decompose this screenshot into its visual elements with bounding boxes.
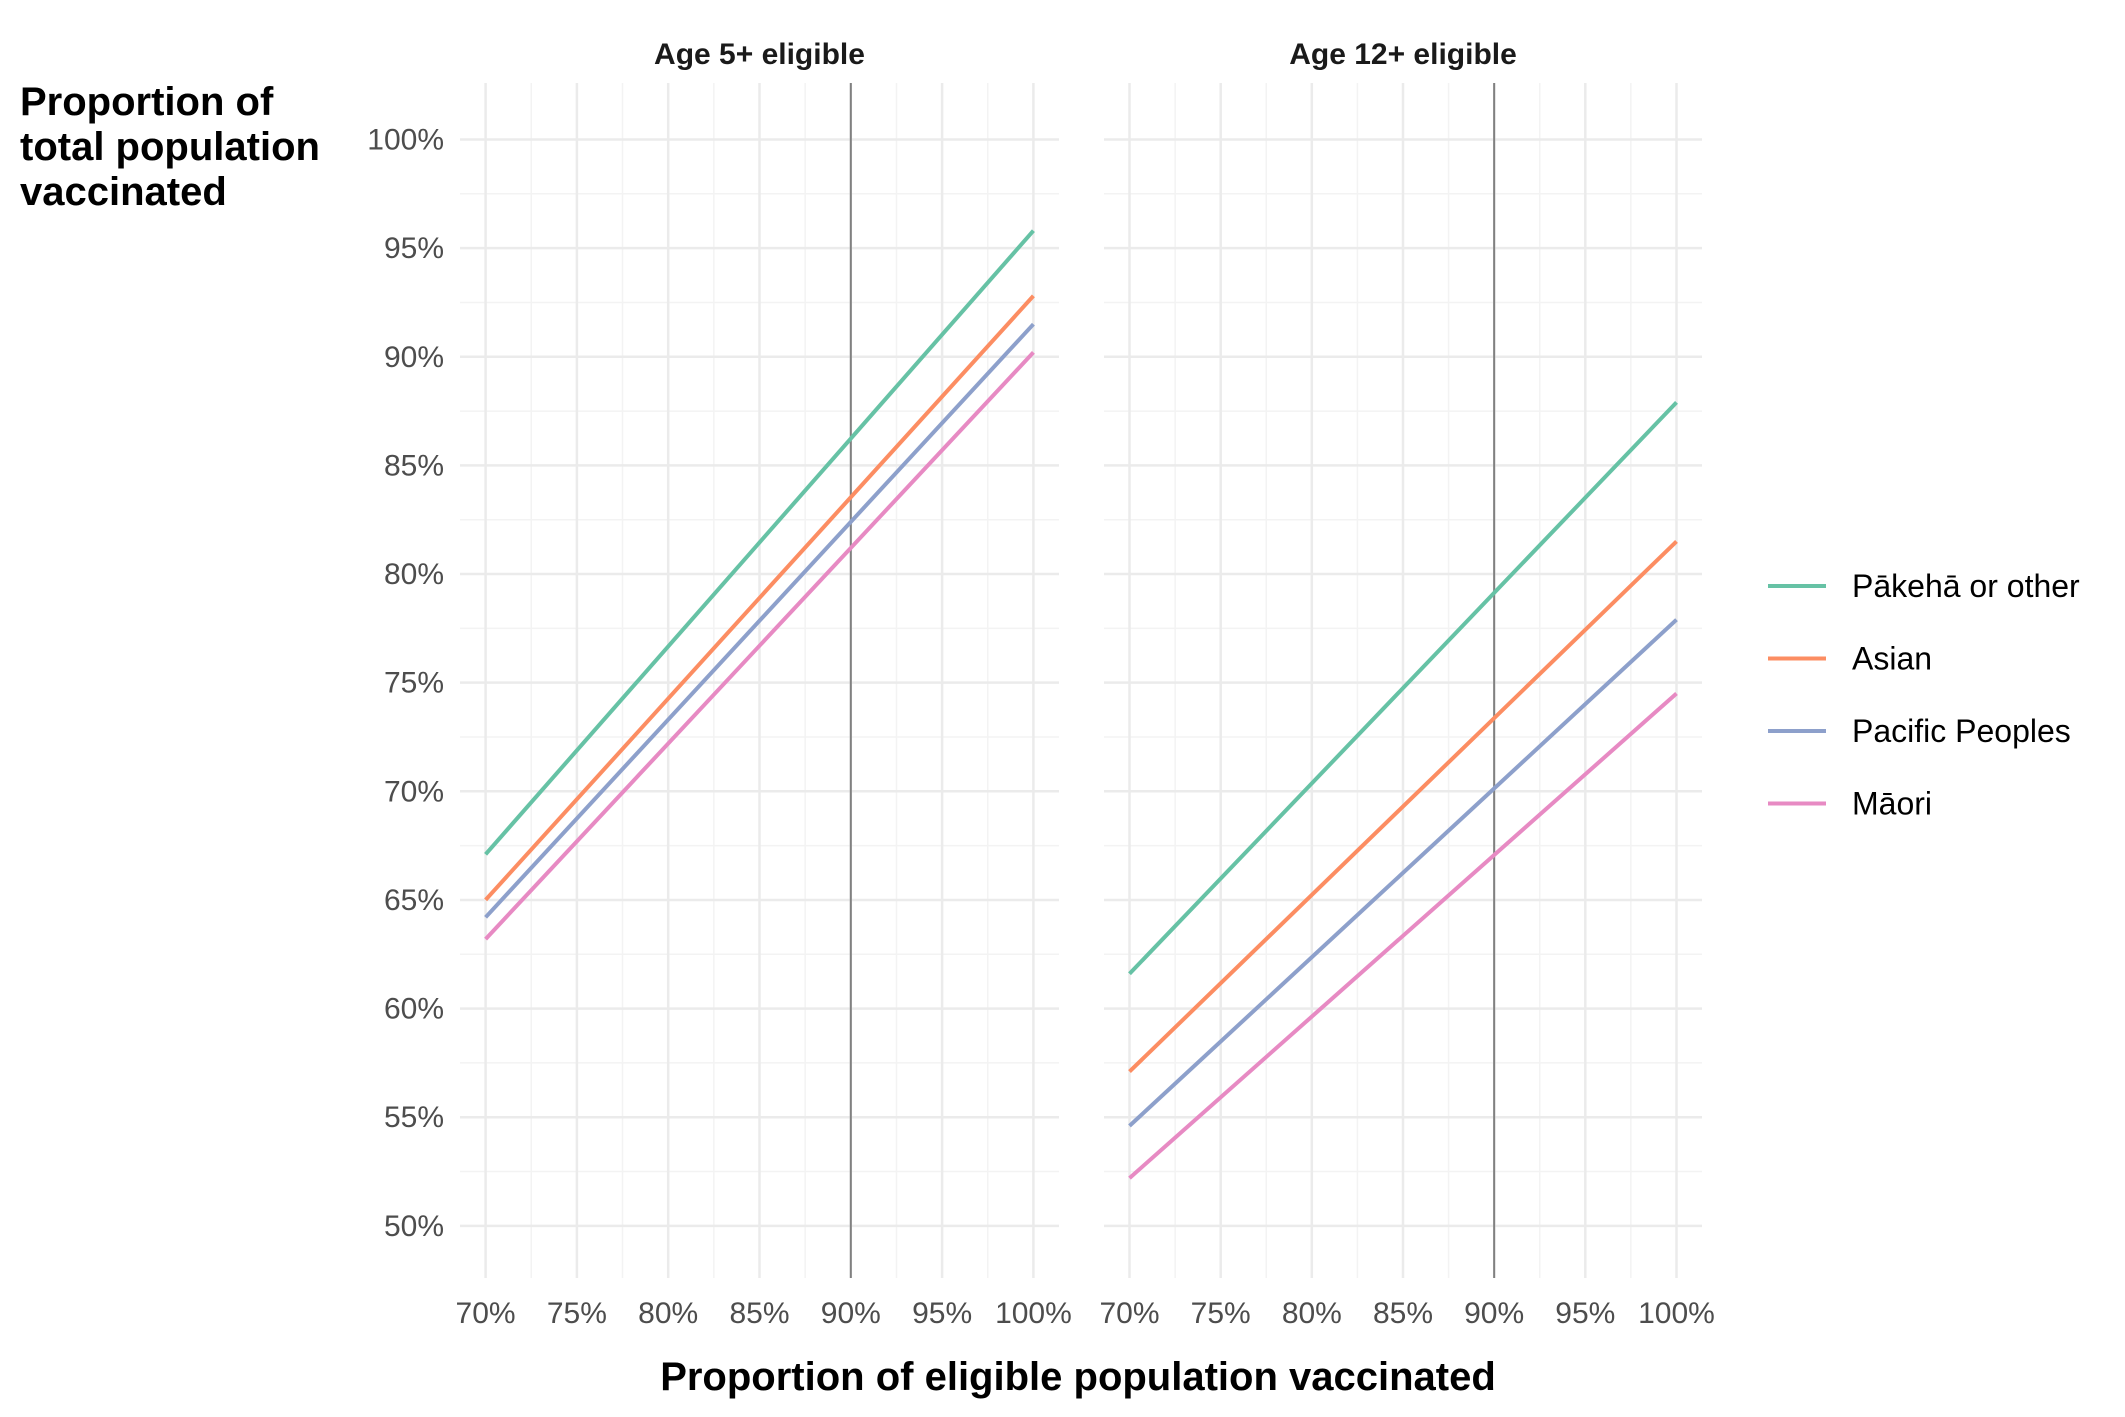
x-tick-label: 85% [1373,1297,1433,1330]
series-line-3 [484,322,1035,919]
series-line-1 [1128,401,1678,976]
y-tick-label: 50% [384,1210,444,1243]
facet-panel-1: Age 5+ eligible 70% 75% 80% 85% 90% 95% 100% [456,38,1072,1330]
y-tick-label: 100% [367,123,444,156]
series-line-2 [1128,539,1678,1074]
legend-label-4: Māori [1852,786,1932,822]
x-tick-label: 75% [1191,1297,1251,1330]
y-tick-label: 55% [384,1101,444,1134]
y-tick-label: 80% [384,558,444,591]
facet-title: Age 5+ eligible [654,38,865,71]
y-tick-label: 90% [384,341,444,374]
x-tick-label: 75% [547,1297,607,1330]
y-tick-label: 85% [384,449,444,482]
x-tick-label: 100% [1638,1297,1715,1330]
x-tick-label: 90% [821,1297,881,1330]
x-tick-label: 90% [1464,1297,1524,1330]
legend: Pākehā or other Asian Pacific Peoples Māori [1768,568,2080,822]
facet-title: Age 12+ eligible [1289,38,1517,71]
x-tick-label: 80% [638,1297,698,1330]
x-tick-label: 70% [1100,1297,1160,1330]
x-tick-label: 95% [912,1297,972,1330]
legend-label-3: Pacific Peoples [1852,713,2071,749]
x-axis-title: Proportion of eligible population vaccin… [660,1355,1496,1399]
x-tick-label: 95% [1555,1297,1615,1330]
x-tick-label: 100% [995,1297,1072,1330]
y-tick-label: 70% [384,775,444,808]
y-tick-label: 60% [384,993,444,1026]
x-tick-label: 80% [1282,1297,1342,1330]
y-tick-label: 75% [384,667,444,700]
legend-label-1: Pākehā or other [1852,568,2080,604]
series-line-1 [484,229,1035,856]
facet-panel-2: Age 12+ eligible 70% 75% 80% 85% 90% 95% 100% [1100,38,1715,1330]
x-tick-label: 70% [456,1297,516,1330]
y-tick-label: 95% [384,232,444,265]
x-tick-label: 85% [729,1297,789,1330]
y-axis-title-line: total population [20,125,320,169]
y-tick-label: 65% [384,884,444,917]
series-line-4 [1128,692,1678,1180]
series-line-4 [484,351,1035,941]
y-axis: 50% 55% 60% 65% 70% 75% 80% 85% 90% 95% 100% [367,123,444,1242]
y-axis-title-line: vaccinated [20,170,227,214]
legend-label-2: Asian [1852,641,1932,677]
series-line-2 [484,294,1035,902]
y-axis-title-line: Proportion of [20,80,274,124]
series-line-3 [1128,618,1678,1128]
